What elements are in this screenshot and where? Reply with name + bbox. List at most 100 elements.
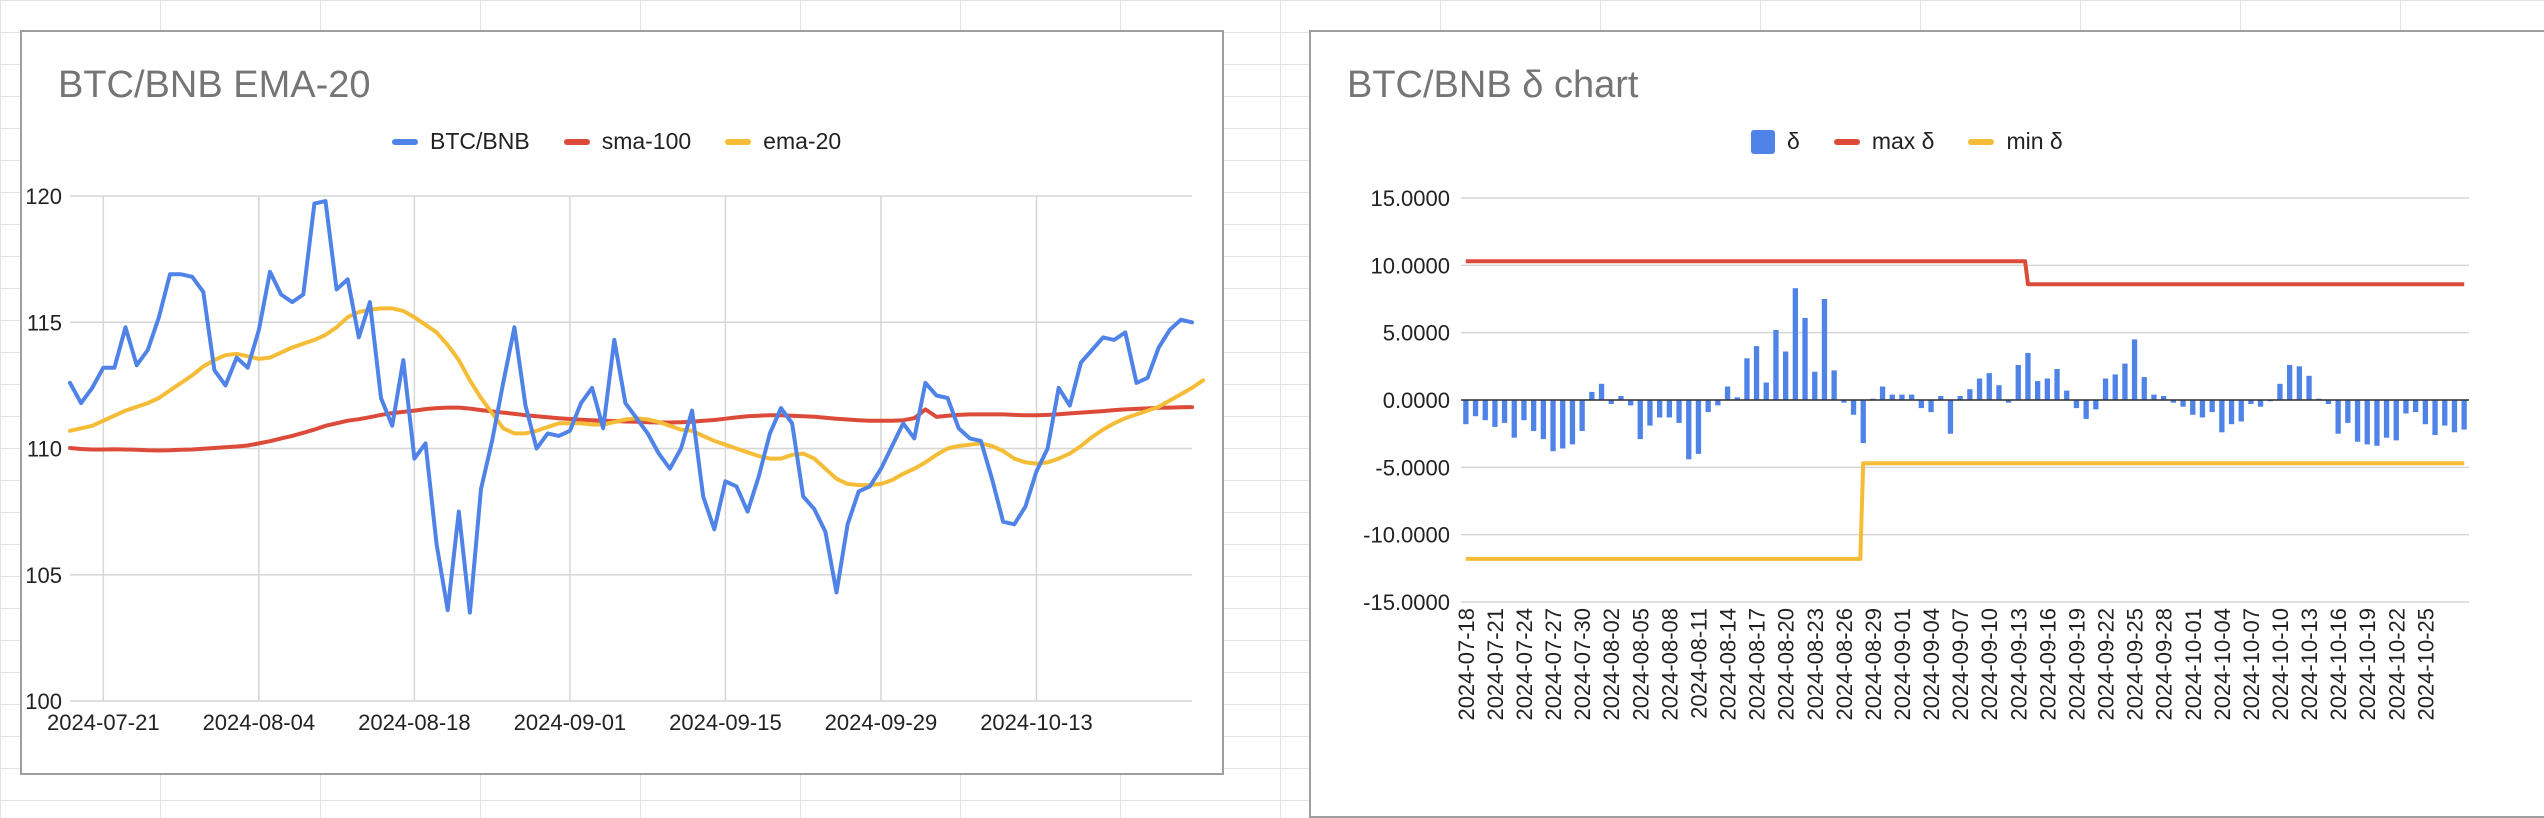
y-tick-label: -5.0000	[1375, 455, 1450, 480]
x-tick-label: 2024-10-01	[2181, 608, 2206, 721]
x-tick-label: 2024-09-04	[1919, 608, 1944, 721]
bar-delta	[1899, 394, 1905, 400]
bar-delta	[2248, 400, 2254, 404]
bar-delta	[2219, 400, 2225, 433]
bar-delta	[1889, 394, 1895, 400]
x-tick-label: 2024-08-04	[203, 710, 316, 735]
legend-item-btc-bnb[interactable]: BTC/BNB	[392, 128, 530, 155]
bar-delta	[1482, 400, 1488, 421]
x-tick-label: 2024-10-13	[980, 710, 1093, 735]
legend-swatch	[1751, 129, 1775, 154]
x-tick-label: 2024-09-19	[2065, 608, 2090, 721]
legend-label: min δ	[2006, 128, 2063, 154]
bar-delta	[1928, 400, 1934, 413]
bar-delta	[1676, 400, 1682, 423]
bar-delta	[2228, 400, 2235, 425]
bar-delta	[2151, 394, 2157, 400]
bar-delta	[1947, 400, 1954, 434]
bar-delta	[1589, 391, 1595, 400]
legend-item-min-delta[interactable]: min δ	[1968, 128, 2063, 155]
bar-delta	[1773, 330, 1779, 400]
y-tick-label: 120	[25, 184, 62, 209]
bar-delta	[2054, 369, 2060, 400]
bar-delta	[1792, 288, 1798, 400]
bar-delta	[1744, 358, 1750, 400]
bar-delta	[1850, 400, 1857, 415]
bar-delta	[2345, 400, 2351, 423]
legend-item-sma-100[interactable]: sma-100	[563, 128, 692, 155]
y-tick-label: -15.0000	[1363, 590, 1450, 615]
bar-delta	[1763, 382, 1769, 400]
bar-delta	[1560, 400, 1566, 449]
bar-delta	[1986, 373, 1992, 400]
bar-delta	[1628, 400, 1634, 406]
bar-delta	[1608, 400, 1614, 404]
bar-delta	[2277, 383, 2283, 400]
bar-delta	[1783, 351, 1789, 400]
bar-delta	[1753, 346, 1760, 400]
legend-item-max-delta[interactable]: max δ	[1833, 128, 1935, 155]
series-line-ema-20	[68, 306, 1206, 488]
x-tick-label: 2024-08-20	[1774, 608, 1799, 721]
bar-delta	[2025, 352, 2031, 400]
legend-label: BTC/BNB	[430, 128, 530, 154]
bar-delta	[1918, 400, 1924, 409]
x-tick-label: 2024-09-10	[1977, 608, 2002, 721]
x-tick-label: 2024-08-18	[358, 710, 471, 735]
x-tick-label: 2024-10-13	[2297, 608, 2322, 721]
x-tick-label: 2024-09-29	[825, 710, 938, 735]
bar-delta	[1812, 371, 1818, 400]
legend-label: sma-100	[601, 128, 692, 154]
line-chart-plot: 100 105 110 115 120 2024-07-21 2024-08-04 2024-…	[25, 184, 1206, 735]
bar-delta	[2383, 400, 2390, 438]
chart-title: BTC/BNB EMA-20	[58, 64, 371, 106]
bar-delta	[1860, 400, 1866, 444]
bar-delta	[1598, 383, 1605, 400]
series-line-sma-100	[68, 405, 1194, 453]
chart-panel-delta: BTC/BNB δ chart δ max δ min δ 15.0000 10.…	[1309, 30, 2544, 818]
bar-delta	[1492, 400, 1498, 427]
bar-delta	[2364, 400, 2370, 445]
x-tick-label: 2024-10-16	[2326, 608, 2351, 721]
bar-delta	[1647, 400, 1653, 426]
bar-delta	[2083, 400, 2089, 419]
x-tick-label: 2024-09-01	[514, 710, 627, 735]
bar-delta	[2064, 390, 2070, 400]
x-tick-label: 2024-10-19	[2355, 608, 2380, 721]
bar-delta	[1879, 386, 1886, 400]
legend-swatch	[563, 138, 590, 145]
legend-label: max δ	[1871, 128, 1935, 154]
bar-delta	[1831, 370, 1837, 400]
legend-item-ema-20[interactable]: ema-20	[725, 128, 841, 155]
bar-delta	[1540, 400, 1546, 440]
bar-delta	[1472, 400, 1479, 417]
y-tick-label: 10.0000	[1370, 253, 1450, 278]
bar-delta	[2257, 400, 2264, 407]
bar-delta	[2170, 400, 2176, 403]
y-tick-label: -10.0000	[1363, 523, 1450, 548]
bar-delta	[1715, 400, 1721, 406]
bar-delta	[2287, 365, 2293, 400]
x-tick-label: 2024-10-22	[2384, 608, 2409, 721]
series-line-min-delta	[1465, 461, 2465, 561]
legend-item-delta[interactable]: δ	[1751, 128, 1800, 155]
bar-delta	[2461, 400, 2467, 430]
bar-delta	[2238, 400, 2244, 422]
x-tick-label: 2024-09-07	[1948, 608, 1973, 721]
bar-delta	[1666, 400, 1672, 418]
bar-delta	[1521, 400, 1527, 421]
bar-delta	[2180, 400, 2186, 407]
bar-delta	[2335, 400, 2341, 434]
bar-delta	[2354, 400, 2361, 442]
y-tick-label: 5.0000	[1383, 321, 1450, 346]
legend-swatch	[725, 138, 752, 145]
x-tick-label: 2024-10-07	[2239, 608, 2264, 721]
bar-delta	[1938, 396, 1944, 400]
bar-delta	[2102, 378, 2109, 400]
x-tick-label: 2024-08-26	[1832, 608, 1857, 721]
x-tick-label: 2024-07-18	[1454, 608, 1479, 721]
legend: BTC/BNB sma-100 ema-20	[392, 128, 841, 155]
bar-delta	[2374, 400, 2380, 446]
bar-delta	[2403, 400, 2409, 414]
y-tick-label: 110	[27, 437, 62, 462]
